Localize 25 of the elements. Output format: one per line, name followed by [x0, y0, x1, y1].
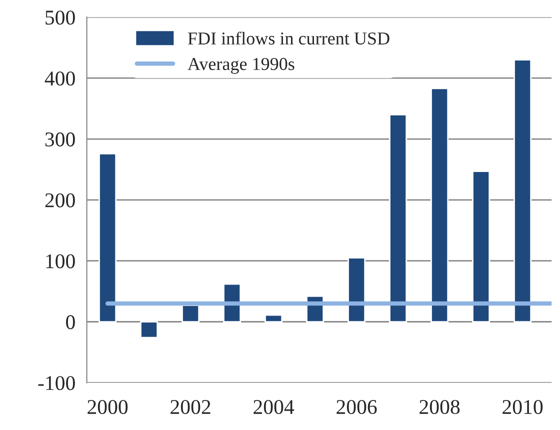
- x-tick-label: 2000: [88, 400, 128, 414]
- y-tick-label: 500: [46, 10, 75, 25]
- x-tick-label: 2006: [336, 400, 377, 414]
- y-tick-label: 400: [44, 71, 75, 86]
- y-tick-label: 300: [45, 132, 75, 146]
- y-tick-label: 200: [45, 193, 75, 208]
- bar: [98, 152, 117, 322]
- legend-label: FDI inflows in current USD: [188, 32, 390, 45]
- bar: [140, 321, 158, 338]
- x-tick-label: 2004: [254, 400, 294, 414]
- x-tick-label: 2008: [420, 400, 460, 414]
- bar: [389, 114, 408, 322]
- bar: [472, 170, 490, 322]
- bar: [348, 257, 366, 322]
- bar: [223, 283, 242, 322]
- bar: [264, 314, 283, 322]
- x-tick-label: 2002: [170, 400, 210, 414]
- y-tick-label: 0: [66, 315, 75, 330]
- y-tick-label: -100: [38, 376, 75, 390]
- bar: [430, 88, 449, 322]
- x-tick-label: 2010: [502, 400, 543, 414]
- y-tick-label: 100: [46, 254, 75, 268]
- legend-label: Average 1990s: [188, 58, 294, 74]
- bar: [514, 59, 532, 322]
- bar: [182, 304, 200, 322]
